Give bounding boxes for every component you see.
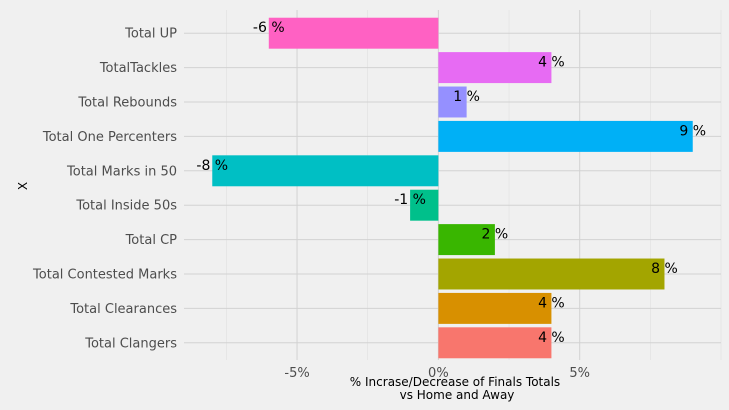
bar: [438, 292, 552, 324]
x-tick-label: 0%: [428, 366, 449, 381]
data-label: -8 %: [196, 158, 228, 174]
bar: [438, 52, 552, 84]
bar: [438, 327, 552, 359]
y-tick-label: Total UP: [124, 27, 177, 42]
y-tick-label: TotalTackles: [99, 61, 177, 76]
bar: [268, 17, 439, 49]
y-tick-label: Total One Percenters: [42, 130, 177, 145]
bar: [212, 155, 439, 187]
y-tick-label: Total Inside 50s: [75, 199, 177, 214]
x-tick-label: -5%: [284, 366, 309, 381]
y-axis-title: X: [16, 182, 30, 190]
data-label: -1 %: [394, 192, 426, 208]
x-tick-label: 5%: [569, 366, 590, 381]
bars: [212, 17, 693, 359]
y-tick-label: Total Contested Marks: [32, 268, 177, 283]
data-label: 4 %: [538, 55, 565, 71]
bar: [438, 224, 495, 256]
data-label: 9 %: [679, 123, 706, 139]
bar: [438, 258, 665, 290]
x-axis-title-line1: % Incrase/Decrease of Finals Totals: [350, 375, 560, 389]
x-tick-labels: -5% 0% 5%: [284, 366, 590, 381]
y-tick-label: Total Clangers: [84, 336, 177, 351]
data-label: 4 %: [538, 330, 565, 346]
data-label: -6 %: [253, 20, 285, 36]
data-label: 1 %: [453, 89, 480, 105]
y-tick-label: Total CP: [125, 233, 178, 248]
x-axis-title-line2: vs Home and Away: [400, 388, 515, 402]
bar: [438, 86, 467, 118]
y-tick-labels: Total UP TotalTackles Total Rebounds Total …: [32, 27, 177, 352]
data-label: 4 %: [538, 295, 565, 311]
bar: [410, 189, 439, 221]
y-tick-label: Total Clearances: [69, 302, 177, 317]
data-labels: -6 % 4 % 1 % 9 % -8 % -1 % 2 % 8 % 4 % 4 %: [196, 20, 706, 346]
y-tick-label: Total Marks in 50: [66, 164, 177, 179]
data-label: 8 %: [651, 261, 678, 277]
y-tick-label: Total Rebounds: [77, 96, 177, 111]
data-label: 2 %: [482, 227, 509, 243]
bar: [438, 120, 693, 152]
